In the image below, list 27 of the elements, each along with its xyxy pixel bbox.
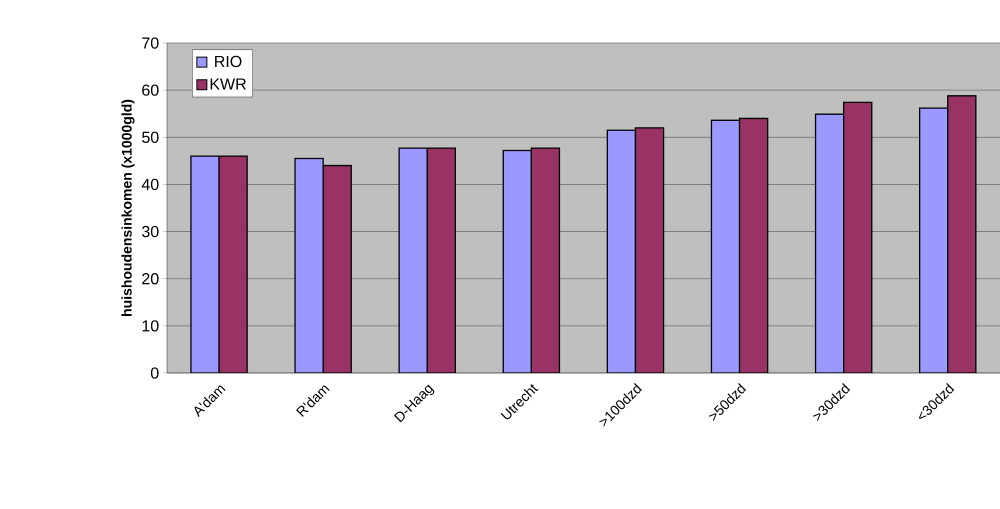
bar	[738, 118, 768, 373]
y-tick-label: 50	[142, 132, 159, 143]
bar	[634, 127, 664, 373]
y-axis-title: huishoudensinkomen (x1000gld)	[121, 100, 135, 316]
y-tick-label: 60	[142, 84, 159, 96]
bar	[190, 155, 220, 373]
bar	[814, 114, 844, 373]
y-tick-label: 70	[142, 37, 159, 49]
legend-label: RIO	[215, 56, 242, 68]
bar	[947, 95, 977, 373]
y-tick-label: 30	[142, 226, 159, 238]
y-tick-label: 10	[142, 320, 159, 332]
bar	[710, 120, 740, 373]
bar	[502, 150, 532, 373]
y-tick-label: 40	[142, 178, 159, 190]
bar	[398, 147, 428, 373]
legend-label: KWR	[210, 78, 246, 90]
bar	[294, 158, 324, 373]
bar	[606, 130, 636, 373]
bar	[843, 102, 872, 373]
bar	[530, 147, 560, 373]
bar	[919, 107, 948, 373]
y-tick-label: 0	[150, 367, 159, 379]
bar	[322, 164, 352, 373]
bar	[426, 147, 456, 373]
y-tick-label: 20	[142, 273, 159, 284]
bar	[218, 155, 248, 373]
